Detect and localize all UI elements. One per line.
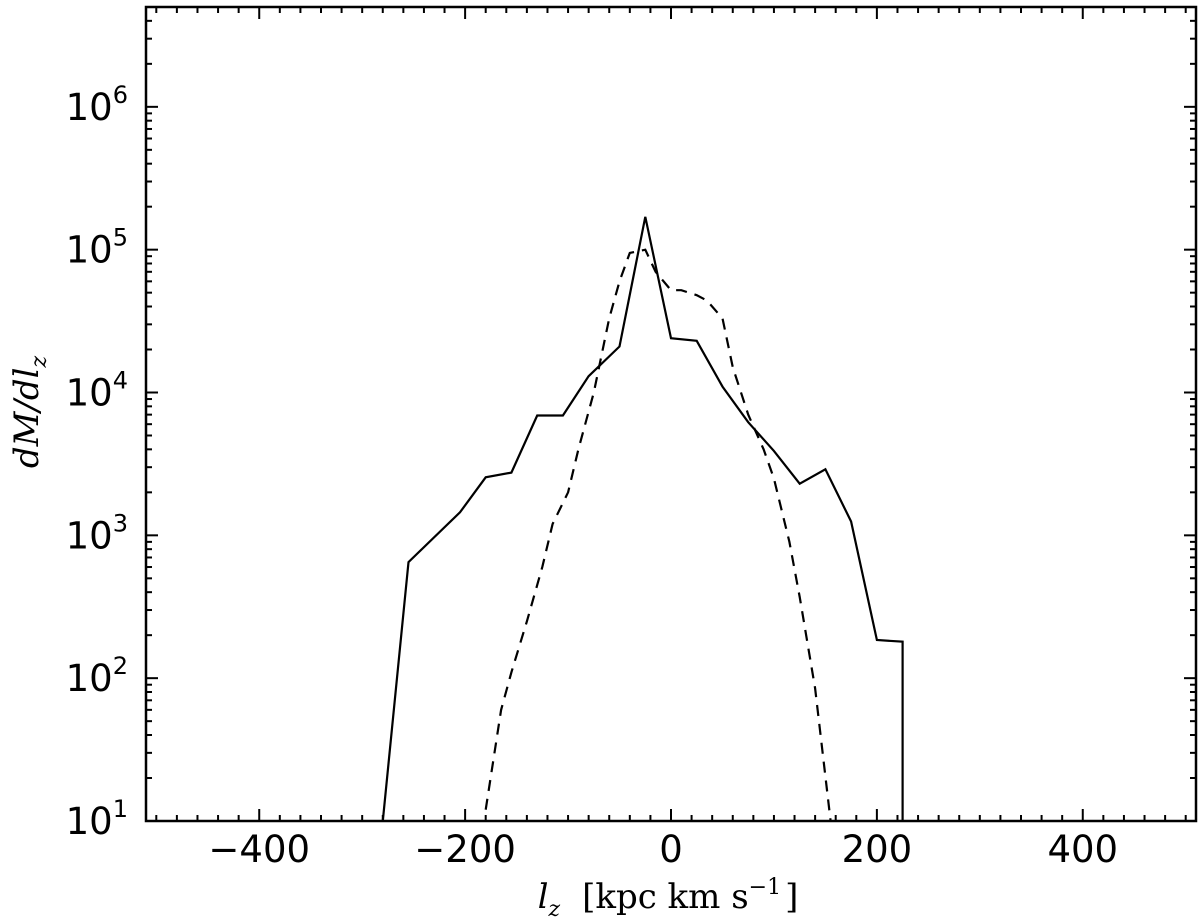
y-tick-label: 105 — [66, 224, 128, 272]
y-tick-label: 101 — [66, 795, 128, 843]
labels-layer: −400 −200 0 200 400 101 102 103 104 105 106 — [66, 81, 1118, 871]
y-tick-label: 106 — [66, 81, 128, 129]
y-tick-label: 103 — [66, 509, 128, 557]
y-axis-label: dM/dlz — [7, 355, 52, 468]
series-layer — [381, 216, 904, 822]
series-line-dashed — [484, 248, 832, 822]
series-line-solid — [381, 216, 904, 822]
x-axis-label: lz [kpc km s−1] — [538, 875, 799, 922]
x-tick-label: 200 — [842, 828, 913, 871]
x-tick-label: 400 — [1047, 828, 1118, 871]
ticks-layer — [146, 6, 1196, 822]
x-tick-label: 0 — [659, 828, 683, 871]
x-tick-label: −200 — [414, 828, 516, 871]
y-tick-label: 102 — [66, 652, 128, 700]
x-tick-label: −400 — [208, 828, 310, 871]
plot-frame — [144, 5, 1198, 823]
y-tick-label: 104 — [66, 367, 128, 415]
